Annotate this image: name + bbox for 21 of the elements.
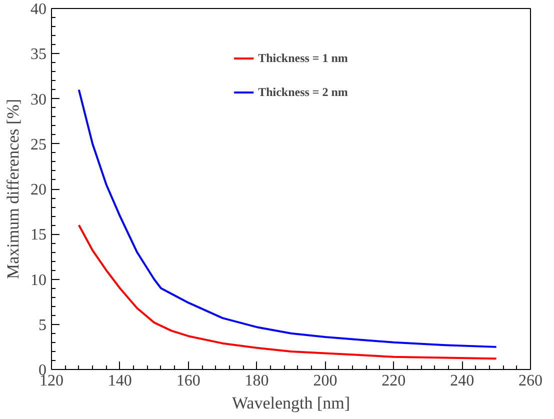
x-tick-label: 220	[382, 372, 406, 390]
y-tick-label: 15	[30, 226, 46, 244]
x-tick-label: 140	[108, 372, 132, 390]
x-tick-label: 240	[450, 372, 474, 390]
y-tick-label: 25	[30, 136, 46, 154]
x-tick-label: 180	[244, 372, 269, 390]
legend-label: Thickness = 2 nm	[258, 84, 348, 100]
y-tick-label: 10	[30, 272, 46, 289]
y-tick-label: 40	[30, 1, 46, 18]
y-axis-title: Maximum differences [%]	[4, 98, 22, 280]
x-tick-label: 200	[313, 372, 338, 390]
y-tick-label: 20	[30, 182, 46, 198]
legend-label: Thickness = 1 nm	[258, 50, 348, 66]
x-axis-title: Wavelength [nm]	[232, 394, 350, 412]
x-tick-label: 260	[518, 372, 542, 390]
line-series	[78, 224, 498, 360]
x-tick-label: 160	[176, 372, 200, 390]
line-series	[78, 88, 498, 348]
y-tick-label: 5	[38, 316, 46, 334]
y-tick-label: 35	[30, 46, 46, 64]
y-tick-label: 30	[30, 91, 46, 108]
